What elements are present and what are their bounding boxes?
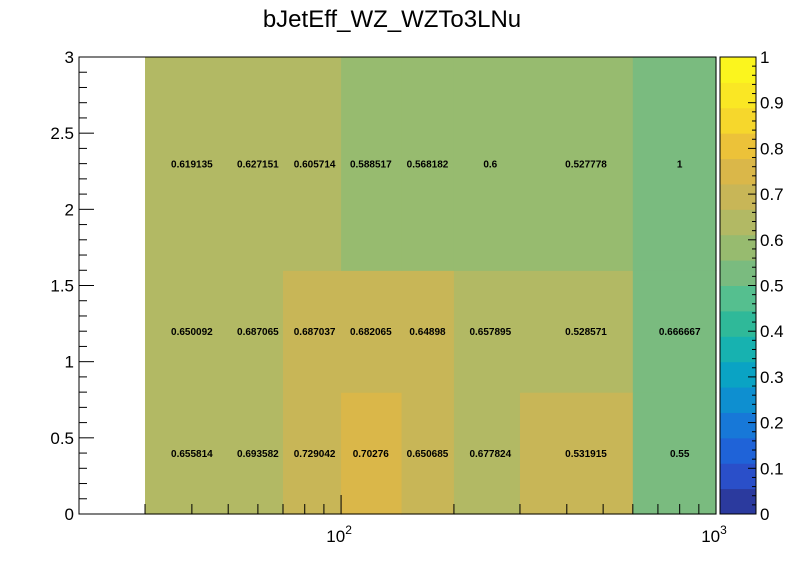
- colorbar-tick-label: 0.3: [760, 368, 784, 387]
- colorbar-segment: [720, 488, 756, 515]
- cell-value-label: 0.650092: [171, 327, 213, 338]
- y-tick-label: 3: [65, 48, 74, 67]
- heatmap-cell: [341, 270, 403, 393]
- cell-value-label: 0.528571: [565, 327, 607, 338]
- heatmap-cell: [632, 392, 717, 515]
- colorbar-tick-label: 0: [760, 505, 769, 524]
- cell-value-label: 0.55: [670, 449, 690, 460]
- colorbar-segment: [720, 463, 756, 490]
- cell-value-label: 0.657895: [469, 327, 511, 338]
- heatmap-cell: [453, 270, 521, 393]
- cell-value-label: 0.568182: [407, 160, 449, 171]
- cell-value-label: 0.64898: [409, 327, 446, 338]
- cell-value-label: 0.655814: [171, 449, 213, 460]
- y-tick-label: 1.5: [50, 277, 74, 296]
- colorbar-tick-label: 1: [760, 48, 769, 67]
- colorbar-segment: [720, 107, 756, 134]
- colorbar-segment: [720, 387, 756, 413]
- cell-value-label: 0.729042: [294, 449, 336, 460]
- cell-value-label: 0.70276: [353, 449, 390, 460]
- heatmap-cell: [632, 57, 717, 271]
- cell-value-label: 0.677824: [469, 449, 511, 460]
- chart-title: bJetEff_WZ_WZTo3LNu: [263, 6, 521, 33]
- heatmap-cell: [341, 57, 403, 271]
- heatmap-cell: [282, 270, 342, 393]
- colorbar-segment: [720, 133, 756, 160]
- colorbar-segment: [720, 234, 756, 261]
- cell-value-label: 0.531915: [565, 449, 607, 460]
- x-tick-label: 102: [326, 523, 352, 546]
- heatmap-cell: [282, 392, 342, 515]
- heatmap-cell: [632, 270, 717, 393]
- colorbar-tick-label: 0.2: [760, 414, 784, 433]
- colorbar-segment: [720, 285, 756, 312]
- heatmap-cell: [453, 392, 521, 515]
- x-tick-label: 103: [701, 523, 727, 546]
- y-tick-label: 2: [65, 200, 74, 219]
- cell-value-label: 0.527778: [565, 160, 607, 171]
- colorbar-tick-label: 0.5: [760, 277, 784, 296]
- heatmap-cell: [401, 57, 455, 271]
- y-tick-label: 2.5: [50, 124, 74, 143]
- colorbar-segment: [720, 82, 756, 109]
- heatmap-cell: [519, 392, 634, 515]
- y-tick-label: 0.5: [50, 429, 74, 448]
- heatmap-cell: [282, 57, 342, 271]
- colorbar-tick-label: 0.9: [760, 94, 784, 113]
- heatmap-cell: [453, 57, 521, 271]
- heatmap-cell: [145, 392, 284, 515]
- cell-value-label: 0.693582: [237, 449, 279, 460]
- colorbar-segment: [720, 412, 756, 439]
- colorbar-tick-label: 0.7: [760, 185, 784, 204]
- cell-value-label: 0.588517: [350, 160, 392, 171]
- colorbar-segment: [720, 310, 756, 337]
- y-tick-label: 1: [65, 353, 74, 372]
- colorbar-segment: [720, 260, 756, 286]
- colorbar-tick-label: 0.1: [760, 459, 784, 478]
- cell-value-label: 0.605714: [294, 160, 336, 171]
- cell-value-label: 0.6: [483, 160, 497, 171]
- cell-value-label: 0.619135: [171, 160, 213, 171]
- colorbar-segment: [720, 437, 756, 464]
- colorbar-segment: [720, 361, 756, 388]
- colorbar-segment: [720, 209, 756, 236]
- cell-value-label: 1: [677, 160, 683, 171]
- cell-value-label: 0.666667: [659, 327, 701, 338]
- colorbar-tick-label: 0.8: [760, 139, 784, 158]
- cell-value-label: 0.627151: [237, 160, 279, 171]
- heatmap-cell: [401, 270, 455, 393]
- colorbar-tick-label: 0.6: [760, 231, 784, 250]
- heatmap-cell: [145, 270, 284, 393]
- cell-value-label: 0.650685: [407, 449, 449, 460]
- colorbar-segment: [720, 57, 756, 83]
- cell-value-label: 0.687037: [294, 327, 336, 338]
- heatmap-cell: [145, 57, 284, 271]
- heatmap-cell: [519, 57, 634, 271]
- colorbar-segment: [720, 336, 756, 363]
- colorbar-segment: [720, 183, 756, 210]
- heatmap-cell: [341, 392, 403, 515]
- heatmap-cell: [519, 270, 634, 393]
- colorbar-tick-label: 0.4: [760, 322, 784, 341]
- y-tick-label: 0: [65, 505, 74, 524]
- colorbar-segment: [720, 158, 756, 185]
- cell-value-label: 0.682065: [350, 327, 392, 338]
- heatmap-cell: [401, 392, 455, 515]
- cell-value-label: 0.687065: [237, 327, 279, 338]
